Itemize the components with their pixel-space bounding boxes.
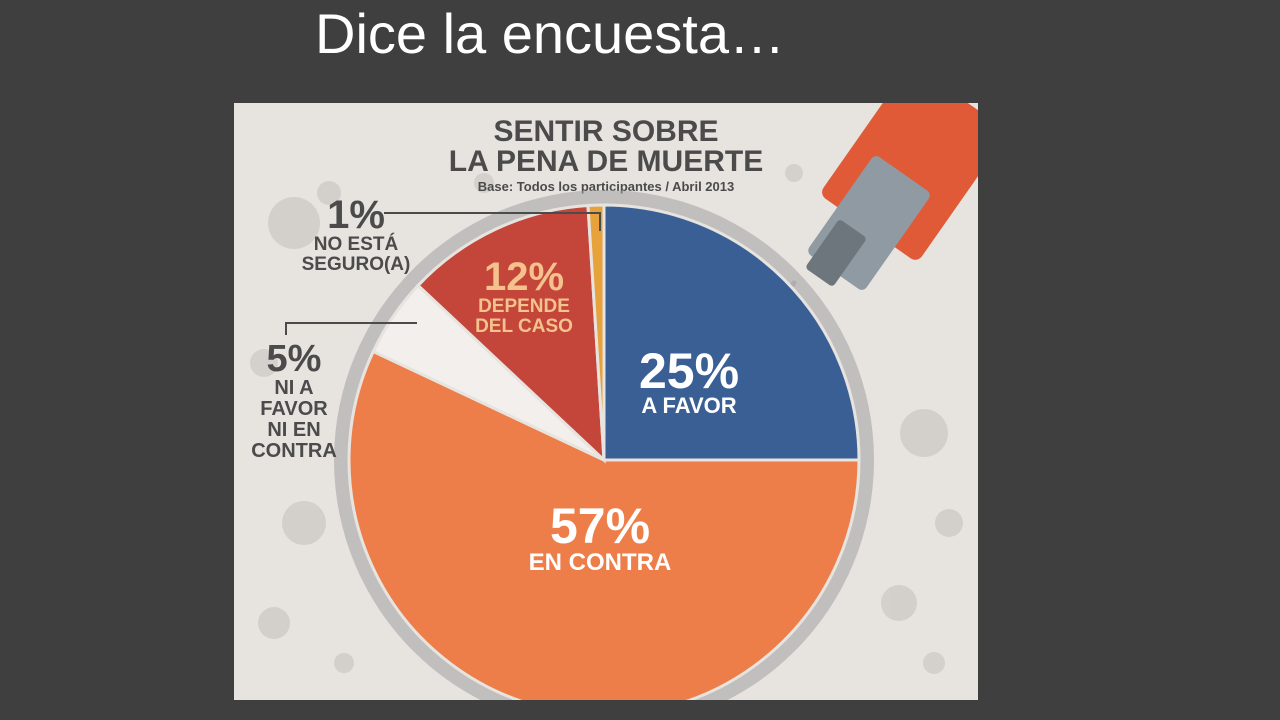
pie-slice-4 (586, 203, 606, 461)
slice-category-label-2-2: NI EN (267, 419, 320, 441)
slice-pct-label-4: 1% (327, 193, 385, 237)
slice-pct-label-3: 12% (484, 255, 564, 299)
background-splatter (250, 164, 963, 674)
chart-title-line1: SENTIR SOBRE (493, 115, 718, 148)
pie-chart: SENTIR SOBRE LA PENA DE MUERTE Base: Tod… (250, 103, 978, 700)
pie-slice-0 (602, 203, 861, 462)
leader-line-no-esta-seguro (384, 212, 601, 231)
slice-pct-label-0: 25% (639, 343, 739, 399)
slice-category-label-3-0: DEPENDE (478, 296, 570, 317)
slice-category-label-0-0: A FAVOR (641, 393, 736, 418)
chart-title-line2: LA PENA DE MUERTE (449, 145, 763, 178)
slice-category-label-4-1: SEGURO(A) (302, 254, 411, 275)
pie-slice-3 (415, 203, 606, 464)
slice-pct-label-1: 57% (550, 498, 650, 554)
pie-slices (347, 203, 861, 700)
slice-category-label-1-0: EN CONTRA (529, 549, 672, 576)
slice-category-label-2-1: FAVOR (260, 398, 328, 420)
pie-slice-1 (347, 349, 861, 700)
slice-category-label-2-3: CONTRA (251, 440, 337, 462)
slide-title: Dice la encuesta… (315, 2, 786, 65)
slice-category-label-3-1: DEL CASO (475, 316, 573, 337)
slice-category-label-4-0: NO ESTÁ (314, 233, 399, 255)
infographic-figure: SENTIR SOBRE LA PENA DE MUERTE Base: Tod… (234, 103, 978, 700)
leader-line-ni-a-favor (285, 322, 417, 335)
slice-category-label-2-0: NI A (274, 377, 313, 399)
slice-pct-label-2: 5% (267, 338, 322, 380)
chart-subtitle: Base: Todos los participantes / Abril 20… (478, 179, 734, 194)
